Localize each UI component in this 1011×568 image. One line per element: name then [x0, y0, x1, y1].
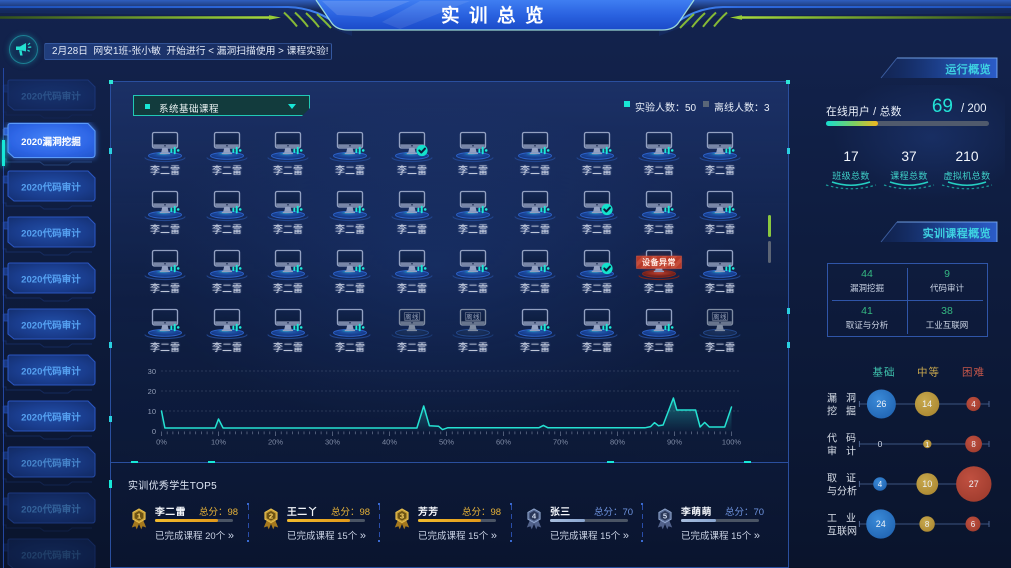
svg-text:30: 30: [148, 367, 156, 376]
svg-text:困难: 困难: [962, 367, 985, 379]
svg-text:90%: 90%: [667, 438, 682, 447]
svg-text:实训课程概览: 实训课程概览: [923, 226, 991, 240]
svg-text:10: 10: [922, 479, 932, 489]
svg-text:27: 27: [969, 479, 979, 489]
svg-text:离线: 离线: [405, 312, 419, 321]
svg-text:与分析: 与分析: [827, 485, 857, 498]
svg-text:挖掘: 挖掘: [827, 405, 865, 418]
svg-text:50%: 50%: [439, 438, 454, 447]
svg-text:10%: 10%: [211, 438, 226, 447]
svg-text:2020漏洞挖掘: 2020漏洞挖掘: [21, 136, 81, 148]
svg-text:8: 8: [925, 520, 930, 529]
svg-text:4: 4: [532, 512, 537, 521]
svg-text:运行概览: 运行概览: [945, 62, 991, 76]
svg-text:20%: 20%: [268, 438, 283, 447]
svg-text:离线: 离线: [713, 312, 727, 321]
svg-text:0: 0: [152, 427, 156, 436]
svg-text:实训总览: 实训总览: [441, 5, 553, 26]
svg-text:2020代码审计: 2020代码审计: [21, 91, 81, 103]
svg-text:6: 6: [971, 520, 976, 529]
svg-text:26: 26: [876, 399, 886, 409]
svg-text:代码: 代码: [827, 433, 865, 445]
svg-text:取证: 取证: [827, 473, 865, 485]
svg-text:2020代码审计: 2020代码审计: [21, 504, 81, 516]
svg-text:40%: 40%: [382, 438, 397, 447]
svg-text:5: 5: [663, 512, 668, 521]
svg-text:2020代码审计: 2020代码审计: [21, 228, 81, 240]
svg-text:2020代码审计: 2020代码审计: [21, 320, 81, 332]
svg-text:30%: 30%: [325, 438, 340, 447]
svg-text:离线: 离线: [466, 312, 480, 321]
svg-text:70%: 70%: [553, 438, 568, 447]
svg-text:0%: 0%: [156, 438, 167, 447]
svg-text:4: 4: [878, 480, 883, 489]
svg-text:10: 10: [148, 407, 156, 416]
svg-text:0: 0: [878, 439, 883, 449]
svg-text:2020代码审计: 2020代码审计: [21, 274, 81, 286]
svg-text:20: 20: [148, 387, 156, 396]
svg-text:2020代码审计: 2020代码审计: [21, 366, 81, 378]
svg-text:1: 1: [925, 440, 929, 449]
svg-text:2020代码审计: 2020代码审计: [21, 412, 81, 424]
svg-text:漏洞: 漏洞: [827, 393, 865, 405]
svg-text:工业: 工业: [827, 513, 865, 525]
svg-text:2020代码审计: 2020代码审计: [21, 550, 81, 562]
svg-text:3: 3: [400, 512, 404, 521]
svg-text:设备异常: 设备异常: [642, 257, 676, 267]
svg-text:60%: 60%: [496, 438, 511, 447]
svg-text:1: 1: [137, 512, 142, 521]
svg-text:2: 2: [269, 512, 273, 521]
svg-text:基础: 基础: [873, 366, 896, 379]
svg-text:4: 4: [971, 400, 976, 409]
svg-text:2020代码审计: 2020代码审计: [21, 182, 81, 194]
svg-text:80%: 80%: [610, 438, 625, 447]
svg-text:14: 14: [922, 399, 932, 409]
svg-text:互联网: 互联网: [827, 526, 857, 538]
svg-text:100%: 100%: [722, 438, 742, 447]
svg-text:审计: 审计: [827, 445, 865, 458]
svg-text:2020代码审计: 2020代码审计: [21, 458, 81, 470]
svg-text:8: 8: [971, 440, 976, 449]
svg-text:中等: 中等: [917, 366, 940, 379]
svg-text:24: 24: [876, 519, 886, 529]
